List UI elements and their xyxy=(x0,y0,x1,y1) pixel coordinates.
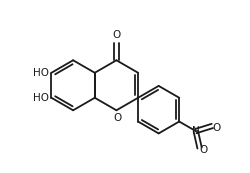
Text: O: O xyxy=(212,123,220,133)
Text: O: O xyxy=(199,145,207,155)
Text: O: O xyxy=(114,113,122,123)
Text: HO: HO xyxy=(32,93,48,103)
Text: O: O xyxy=(112,30,120,40)
Text: HO: HO xyxy=(32,68,48,78)
Text: N: N xyxy=(192,126,200,136)
